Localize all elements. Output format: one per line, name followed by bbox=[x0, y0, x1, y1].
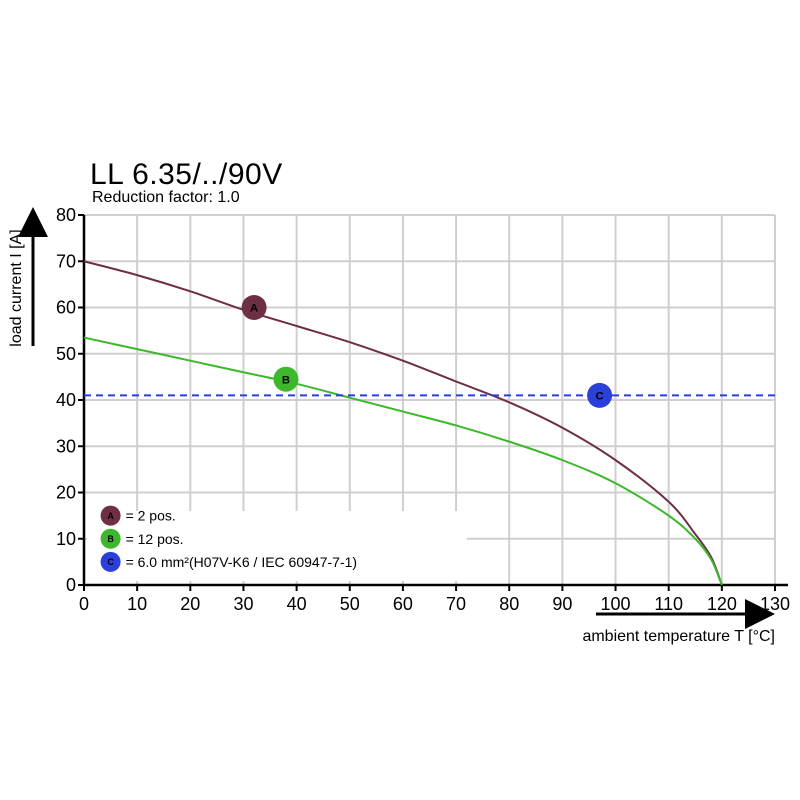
x-tick-label: 40 bbox=[287, 594, 307, 614]
legend-marker-b: B bbox=[100, 528, 121, 549]
y-axis-label: load current I [A] bbox=[8, 229, 25, 346]
series-marker-b-circle bbox=[273, 366, 299, 392]
chart-subtitle: Reduction factor: 1.0 bbox=[92, 189, 240, 206]
y-tick-label: 40 bbox=[56, 390, 76, 410]
x-tick-label: 80 bbox=[499, 594, 519, 614]
legend-background bbox=[86, 511, 467, 581]
legend-marker-c-letter: C bbox=[107, 557, 114, 567]
y-tick-label: 0 bbox=[66, 575, 76, 595]
x-tick-label: 60 bbox=[393, 594, 413, 614]
grid bbox=[84, 214, 776, 585]
legend-marker-b-circle bbox=[100, 528, 121, 549]
y-tick-label: 10 bbox=[56, 529, 76, 549]
x-axis-label: ambient temperature T [°C] bbox=[582, 628, 775, 645]
legend-marker-b-letter: B bbox=[107, 534, 114, 544]
legend: = 2 pos. = 12 pos. = 6.0 mm²(H07V-K6 / IEC… bbox=[126, 508, 357, 570]
series-marker-c-circle bbox=[587, 382, 613, 408]
x-tick-label: 50 bbox=[340, 594, 360, 614]
x-tick-label: 0 bbox=[79, 594, 89, 614]
legend-marker-c: C bbox=[100, 551, 121, 572]
x-tick-label: 70 bbox=[446, 594, 466, 614]
legend-marker-c-circle bbox=[100, 551, 121, 572]
series-marker-b-letter: B bbox=[282, 374, 290, 386]
series-line-a bbox=[83, 260, 723, 586]
y-tick-label: 20 bbox=[56, 483, 76, 503]
x-tick-label: 30 bbox=[233, 594, 253, 614]
series-marker-c-letter: C bbox=[596, 391, 604, 403]
series-marker-a-circle bbox=[241, 295, 267, 320]
legend-label-a: = 2 pos. bbox=[126, 508, 176, 524]
series-marker-c: C bbox=[587, 382, 613, 408]
y-tick-label: 70 bbox=[56, 251, 76, 271]
y-tick-label: 60 bbox=[56, 298, 76, 318]
legend-marker-a-letter: A bbox=[107, 511, 114, 521]
x-tick-label: 20 bbox=[180, 594, 200, 614]
x-tick-label: 120 bbox=[707, 594, 737, 614]
y-tick-label: 30 bbox=[56, 436, 76, 456]
y-tick-label: 80 bbox=[56, 205, 76, 225]
series-marker-a: A bbox=[241, 295, 267, 320]
x-tick-label: 10 bbox=[127, 594, 147, 614]
x-tick-label: 90 bbox=[552, 594, 572, 614]
chart-title: LL 6.35/../90V bbox=[90, 158, 283, 191]
x-tick-label: 100 bbox=[601, 594, 631, 614]
y-tick-label: 50 bbox=[56, 344, 76, 364]
series-marker-b: B bbox=[273, 366, 299, 392]
series-line-b bbox=[83, 336, 723, 586]
legend-marker-a: A bbox=[100, 505, 121, 526]
series-marker-a-letter: A bbox=[250, 303, 258, 315]
x-tick-label: 110 bbox=[654, 594, 683, 614]
legend-label-c: = 6.0 mm²(H07V-K6 / IEC 60947-7-1) bbox=[126, 554, 357, 570]
legend-label-b: = 12 pos. bbox=[126, 531, 184, 547]
x-tick-label: 130 bbox=[760, 594, 790, 614]
legend-marker-a-circle bbox=[100, 505, 121, 526]
